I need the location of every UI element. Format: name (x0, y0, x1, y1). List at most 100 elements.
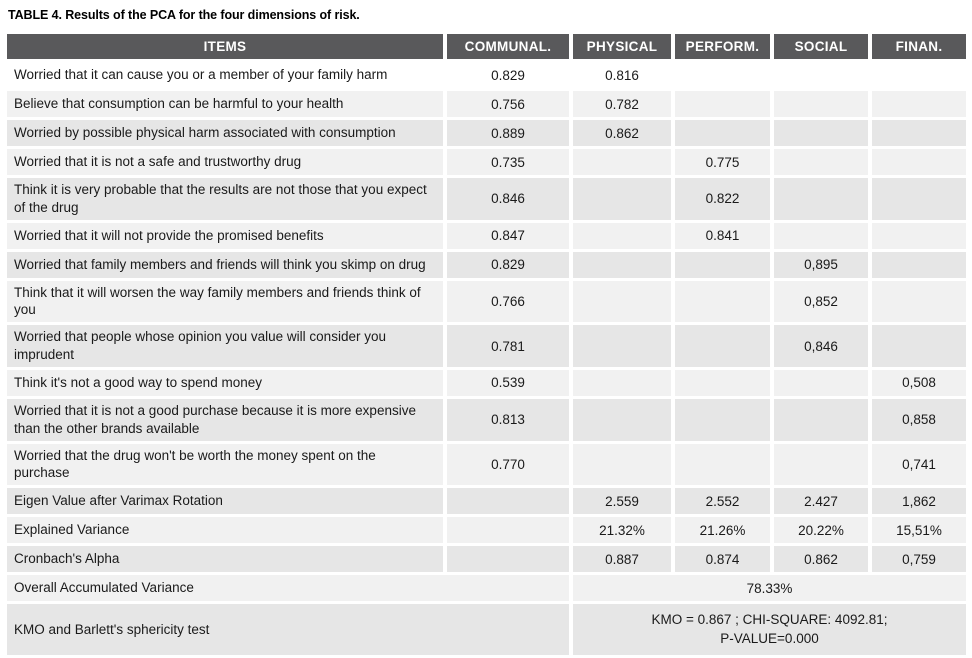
social-cell (774, 120, 872, 149)
item-cell: Worried that it will not provide the pro… (7, 222, 447, 252)
perform-cell (675, 91, 774, 120)
communal-cell: 0.847 (447, 222, 573, 252)
finan-cell (872, 149, 966, 178)
column-header-physical: PHYSICAL (573, 34, 675, 62)
finan-cell (872, 120, 966, 149)
perform-cell (675, 62, 774, 91)
item-cell: Eigen Value after Varimax Rotation (7, 488, 447, 518)
finan-cell: 1,862 (872, 488, 966, 518)
physical-cell (573, 280, 675, 326)
physical-cell (573, 222, 675, 252)
social-cell: 0,852 (774, 280, 872, 326)
finan-cell (872, 280, 966, 326)
finan-cell (872, 251, 966, 281)
social-cell (774, 369, 872, 399)
overall-variance-cell: 78.33% (573, 575, 966, 605)
communal-cell (447, 517, 573, 547)
social-cell (774, 222, 872, 252)
perform-cell (675, 251, 774, 281)
physical-cell (573, 325, 675, 370)
communal-cell: 0.539 (447, 369, 573, 399)
table-row-eigen: Eigen Value after Varimax Rotation 2.559… (7, 488, 966, 518)
table-row: Worried that it will not provide the pro… (7, 222, 966, 252)
table-row: Worried that it is not a safe and trustw… (7, 149, 966, 178)
finan-cell (872, 222, 966, 252)
social-cell: 2.427 (774, 488, 872, 518)
physical-cell: 0.862 (573, 120, 675, 149)
perform-cell: 2.552 (675, 488, 774, 518)
column-header-social: SOCIAL (774, 34, 872, 62)
social-cell (774, 443, 872, 489)
table-row: Worried that the drug won't be worth the… (7, 443, 966, 489)
column-header-finan: FINAN. (872, 34, 966, 62)
social-cell (774, 62, 872, 91)
communal-cell (447, 546, 573, 576)
item-cell: Think that it will worsen the way family… (7, 280, 447, 326)
table-row: Think it is very probable that the resul… (7, 178, 966, 223)
table-title: TABLE 4. Results of the PCA for the four… (8, 8, 360, 22)
physical-cell: 0.816 (573, 62, 675, 91)
social-cell (774, 149, 872, 178)
table-row: Worried that it is not a good purchase b… (7, 398, 966, 444)
communal-cell: 0.829 (447, 251, 573, 281)
item-cell: Worried that it can cause you or a membe… (7, 62, 447, 91)
column-header-items: ITEMS (7, 34, 447, 62)
perform-cell: 0.822 (675, 178, 774, 223)
table-row: Think it's not a good way to spend money… (7, 369, 966, 399)
column-header-perform: PERFORM. (675, 34, 774, 62)
physical-cell: 21.32% (573, 517, 675, 547)
table-row-kmo: KMO and Barlett's sphericity test KMO = … (7, 604, 966, 658)
communal-cell: 0.781 (447, 325, 573, 370)
perform-cell: 21.26% (675, 517, 774, 547)
table-row: Worried that people whose opinion you va… (7, 325, 966, 370)
finan-cell (872, 325, 966, 370)
physical-cell: 0.887 (573, 546, 675, 576)
item-cell: Think it's not a good way to spend money (7, 369, 447, 399)
item-cell: Think it is very probable that the resul… (7, 178, 447, 223)
social-cell (774, 91, 872, 120)
communal-cell: 0.846 (447, 178, 573, 223)
table-row: Worried by possible physical harm associ… (7, 120, 966, 149)
finan-cell: 0,858 (872, 398, 966, 444)
physical-cell (573, 178, 675, 223)
item-cell: Worried that the drug won't be worth the… (7, 443, 447, 489)
physical-cell: 0.782 (573, 91, 675, 120)
kmo-test-cell: KMO = 0.867 ; CHI-SQUARE: 4092.81; P-VAL… (573, 604, 966, 658)
finan-cell: 15,51% (872, 517, 966, 547)
column-header-communal: COMMUNAL. (447, 34, 573, 62)
communal-cell: 0.756 (447, 91, 573, 120)
perform-cell (675, 280, 774, 326)
perform-cell (675, 120, 774, 149)
physical-cell: 2.559 (573, 488, 675, 518)
social-cell: 0,895 (774, 251, 872, 281)
table-row: Think that it will worsen the way family… (7, 280, 966, 326)
item-cell: Worried by possible physical harm associ… (7, 120, 447, 149)
pca-results-table: ITEMS COMMUNAL. PHYSICAL PERFORM. SOCIAL… (7, 34, 966, 658)
table-row-overall-variance: Overall Accumulated Variance 78.33% (7, 575, 966, 605)
physical-cell (573, 369, 675, 399)
perform-cell (675, 398, 774, 444)
social-cell: 0,846 (774, 325, 872, 370)
table-row: Believe that consumption can be harmful … (7, 91, 966, 120)
perform-cell (675, 325, 774, 370)
item-cell: Worried that it is not a good purchase b… (7, 398, 447, 444)
perform-cell: 0.874 (675, 546, 774, 576)
finan-cell: 0,759 (872, 546, 966, 576)
communal-cell: 0.889 (447, 120, 573, 149)
item-cell: Worried that it is not a safe and trustw… (7, 149, 447, 178)
item-cell: Worried that people whose opinion you va… (7, 325, 447, 370)
finan-cell: 0,508 (872, 369, 966, 399)
item-cell: Explained Variance (7, 517, 447, 547)
physical-cell (573, 443, 675, 489)
table-row: Worried that family members and friends … (7, 251, 966, 281)
perform-cell (675, 443, 774, 489)
physical-cell (573, 251, 675, 281)
communal-cell: 0.766 (447, 280, 573, 326)
item-cell: Overall Accumulated Variance (7, 575, 573, 605)
item-cell: Cronbach's Alpha (7, 546, 447, 576)
perform-cell: 0.841 (675, 222, 774, 252)
communal-cell (447, 488, 573, 518)
social-cell (774, 178, 872, 223)
social-cell: 20.22% (774, 517, 872, 547)
